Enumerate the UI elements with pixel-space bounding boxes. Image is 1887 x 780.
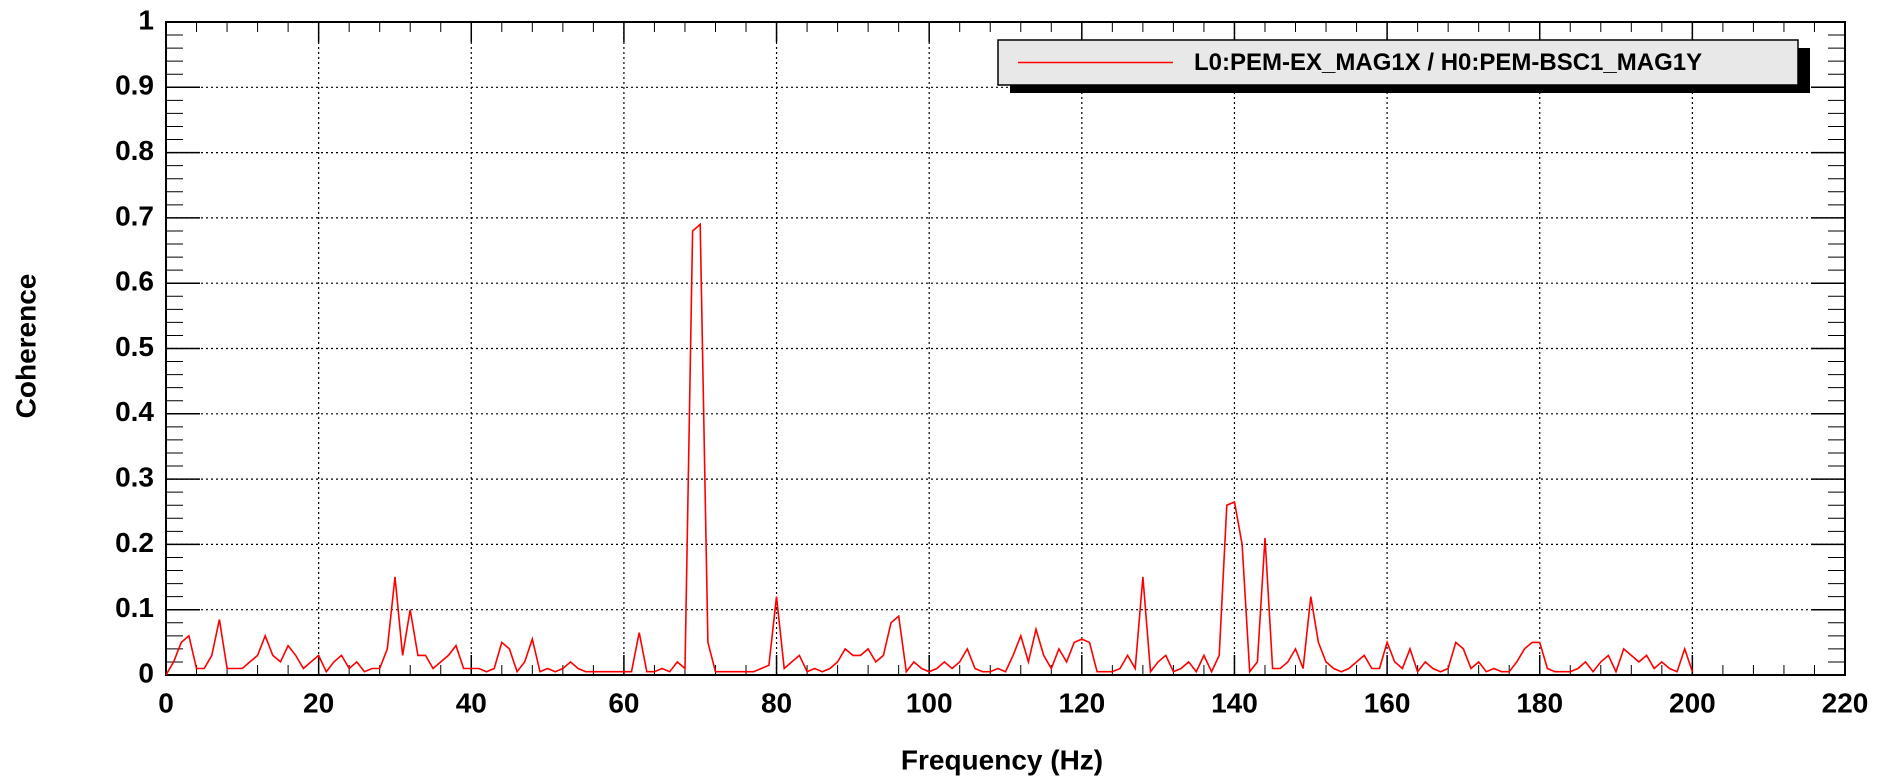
y-tick-label: 0.8 (115, 135, 154, 166)
plot-frame (165, 21, 1846, 676)
y-tick-label: 0 (138, 657, 154, 688)
x-tick-label: 60 (608, 687, 639, 718)
x-tick-label: 160 (1364, 687, 1411, 718)
legend-label: L0:PEM-EX_MAG1X / H0:PEM-BSC1_MAG1Y (1194, 49, 1702, 76)
x-tick-label: 220 (1822, 687, 1869, 718)
y-tick-label: 1 (138, 4, 154, 35)
y-tick-label: 0.4 (115, 396, 154, 427)
y-axis-label: Coherence (10, 274, 41, 419)
x-axis-label: Frequency (Hz) (901, 744, 1103, 775)
x-tick-label: 180 (1516, 687, 1563, 718)
x-tick-label: 20 (303, 687, 334, 718)
y-tick-label: 0.3 (115, 461, 154, 492)
x-tick-label: 120 (1058, 687, 1105, 718)
y-tick-label: 0.1 (115, 592, 154, 623)
data-line (165, 222, 1694, 676)
x-tick-label: 200 (1669, 687, 1716, 718)
y-tick-label: 0.5 (115, 331, 154, 362)
x-tick-label: 140 (1211, 687, 1258, 718)
y-tick-label: 0.9 (115, 70, 154, 101)
x-tick-label: 100 (906, 687, 953, 718)
y-tick-label: 0.6 (115, 266, 154, 297)
x-tick-label: 40 (456, 687, 487, 718)
y-tick-label: 0.7 (115, 200, 154, 231)
y-tick-label: 0.2 (115, 527, 154, 558)
x-tick-label: 0 (158, 687, 174, 718)
x-tick-label: 80 (761, 687, 792, 718)
